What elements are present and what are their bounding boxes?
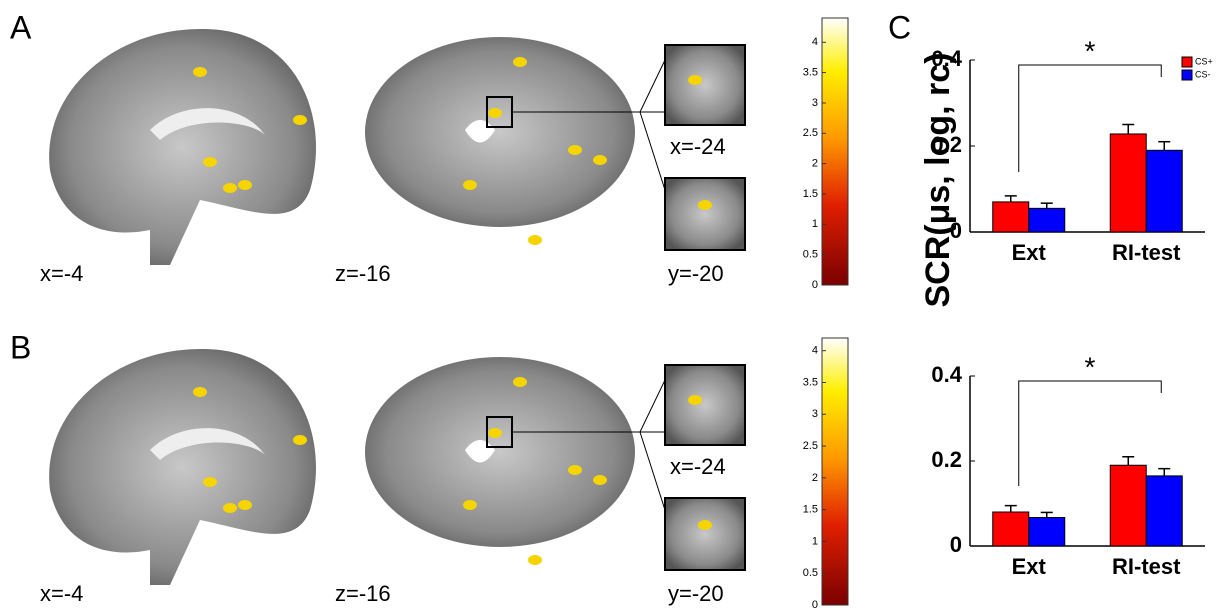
activation-blob	[593, 155, 607, 165]
activation-blob	[593, 475, 607, 485]
colorbar-tick-label: 1.5	[803, 188, 818, 200]
activation-blob	[463, 180, 477, 190]
inset-coronal	[665, 45, 745, 125]
y-tick-label: 0.4	[931, 46, 962, 71]
colorbar-tick-label: 4	[812, 36, 818, 48]
activation-blob	[293, 115, 307, 125]
x-tick-label: RI-test	[1112, 554, 1181, 579]
bar	[993, 512, 1029, 546]
activation-blob	[223, 183, 237, 193]
colorbar-tick-label: 2.5	[803, 127, 818, 139]
significance-marker: *	[1085, 351, 1096, 382]
activation-blob	[238, 500, 252, 510]
colorbar-tick-label: 3	[812, 97, 818, 109]
activation-blob	[203, 157, 217, 167]
colorbar-tick-label: 3.5	[803, 376, 818, 388]
activation-blob	[488, 108, 502, 118]
bar	[1029, 518, 1065, 546]
bar	[1110, 465, 1146, 546]
y-tick-label: 0.2	[931, 132, 962, 157]
slice-label: z=-16	[335, 261, 391, 286]
y-tick-label: 0	[950, 218, 962, 243]
inset-sagittal	[665, 498, 745, 570]
colorbar-tick-label: 0	[812, 279, 818, 291]
activation-blob	[223, 503, 237, 513]
inset-coronal	[665, 365, 745, 445]
inset-connector	[640, 60, 665, 112]
activation-blob	[293, 435, 307, 445]
colorbar-tick-label: 3	[812, 408, 818, 420]
panel-label: B	[10, 329, 31, 365]
activation-blob	[528, 555, 542, 565]
axial-slice	[365, 37, 635, 227]
activation-blob	[688, 395, 702, 405]
bar	[993, 202, 1029, 232]
y-axis-label: SCR(μs, log, rc)	[919, 52, 957, 307]
activation-blob	[193, 67, 207, 77]
panel-label: A	[10, 9, 32, 45]
activation-blob	[568, 145, 582, 155]
figure: SCR(μs, log, rc) C Ax=-4 z=-16 x=-24 y=-20 0…	[0, 0, 1226, 608]
activation-blob	[488, 428, 502, 438]
inset-connector	[640, 432, 665, 510]
sagittal-slice	[49, 29, 316, 265]
colorbar-tick-label: 0	[812, 599, 818, 608]
activation-blob	[513, 57, 527, 67]
sagittal-slice	[49, 349, 316, 585]
activation-blob	[698, 520, 712, 530]
slice-label: x=-24	[670, 134, 726, 159]
legend-swatch	[1182, 57, 1192, 67]
slice-label: x=-4	[40, 581, 83, 606]
activation-blob	[528, 235, 542, 245]
activation-blob	[688, 75, 702, 85]
x-tick-label: Ext	[1012, 554, 1047, 579]
colorbar	[822, 338, 848, 605]
slice-label: x=-4	[40, 261, 83, 286]
x-tick-label: RI-test	[1112, 240, 1181, 265]
bar	[1146, 150, 1182, 232]
x-tick-label: Ext	[1012, 240, 1047, 265]
colorbar-tick-label: 1	[812, 535, 818, 547]
activation-blob	[203, 477, 217, 487]
legend-swatch	[1182, 70, 1192, 80]
y-tick-label: 0.4	[931, 362, 962, 387]
y-tick-label: 0	[950, 532, 962, 557]
bar	[1029, 208, 1065, 232]
activation-blob	[698, 200, 712, 210]
activation-blob	[513, 377, 527, 387]
inset-connector	[640, 380, 665, 432]
colorbar-tick-label: 1	[812, 218, 818, 230]
colorbar-tick-label: 3.5	[803, 67, 818, 79]
activation-blob	[238, 180, 252, 190]
panel-label: C	[888, 9, 911, 45]
inset-connector	[640, 112, 665, 190]
activation-blob	[463, 500, 477, 510]
slice-label: z=-16	[335, 581, 391, 606]
colorbar	[822, 18, 848, 285]
slice-label: y=-20	[668, 581, 724, 606]
legend-label: CS-	[1195, 69, 1211, 79]
slice-label: y=-20	[668, 261, 724, 286]
colorbar-tick-label: 2	[812, 472, 818, 484]
activation-blob	[568, 465, 582, 475]
bar	[1110, 134, 1146, 232]
axial-slice	[365, 357, 635, 547]
inset-sagittal	[665, 178, 745, 250]
colorbar-tick-label: 2.5	[803, 440, 818, 452]
colorbar-tick-label: 0.5	[803, 249, 818, 261]
bar	[1146, 476, 1182, 546]
significance-marker: *	[1085, 35, 1096, 66]
activation-blob	[193, 387, 207, 397]
colorbar-tick-label: 0.5	[803, 567, 818, 579]
colorbar-tick-label: 4	[812, 345, 818, 357]
colorbar-tick-label: 2	[812, 158, 818, 170]
colorbar-tick-label: 1.5	[803, 504, 818, 516]
y-tick-label: 0.2	[931, 447, 962, 472]
slice-label: x=-24	[670, 454, 726, 479]
legend-label: CS+	[1195, 56, 1213, 66]
